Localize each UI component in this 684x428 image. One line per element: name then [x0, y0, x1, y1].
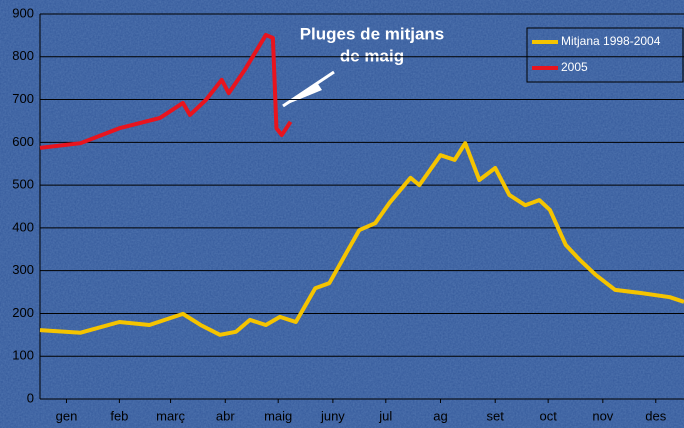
legend-label: Mitjana 1998-2004 [561, 34, 661, 48]
y-tick-label: 900 [12, 5, 34, 20]
y-tick-label: 700 [12, 91, 34, 106]
line-series [39, 32, 293, 150]
annotation: de maig [340, 46, 404, 65]
line-series [39, 141, 684, 337]
annotation: Pluges de mitjans [300, 24, 445, 43]
x-tick-label: jul [378, 408, 392, 423]
x-tick-label: maig [264, 408, 292, 423]
x-tick-label: abr [216, 408, 235, 423]
y-tick-label: 300 [12, 262, 34, 277]
y-tick-label: 400 [12, 219, 34, 234]
legend-label: 2005 [561, 60, 588, 74]
y-tick-label: 0 [27, 390, 34, 405]
x-tick-label: set [487, 408, 505, 423]
y-tick-label: 800 [12, 48, 34, 63]
x-tick-label: ag [433, 408, 447, 423]
x-tick-label: gen [56, 408, 78, 423]
x-tick-label: nov [592, 408, 613, 423]
x-tick-label: oct [539, 408, 557, 423]
x-tick-label: des [645, 408, 666, 423]
x-tick-label: juny [320, 408, 345, 423]
y-tick-label: 200 [12, 305, 34, 320]
x-tick-label: març [156, 408, 185, 423]
x-tick-label: feb [110, 408, 128, 423]
legend-box [526, 27, 684, 83]
y-tick-label: 600 [12, 134, 34, 149]
annotation-arrow [282, 70, 335, 108]
y-tick-label: 500 [12, 177, 34, 192]
y-tick-label: 100 [12, 348, 34, 363]
